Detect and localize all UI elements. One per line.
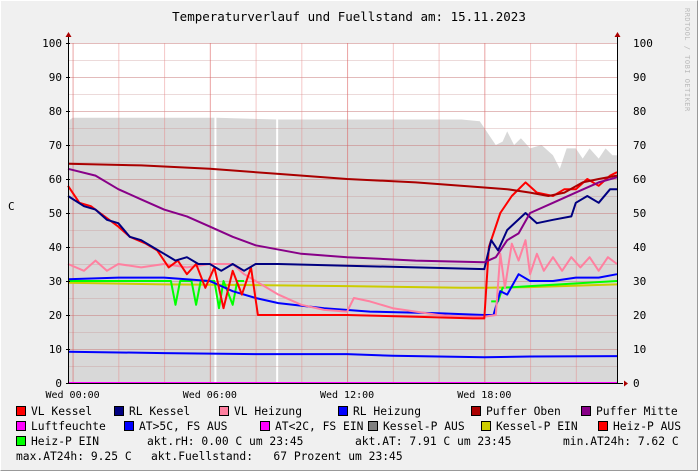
legend-item: Puffer Mitte (581, 404, 678, 419)
legend-swatch (471, 406, 481, 416)
y-tick-label-left: 20 (49, 309, 62, 322)
y-axis-arrow (614, 32, 621, 37)
legend-item: Luftfeuchte (16, 419, 106, 434)
y-tick-label-right: 10 (633, 343, 646, 356)
plot-area: 0 0 10 10 20 20 30 30 40 40 50 50 60 60 70 70 80 80 90 90 10… (42, 32, 653, 400)
y-tick-label-right: 60 (633, 173, 646, 186)
legend: VL Kessel RL Kessel VL Heizung RL Heizung Pu… (16, 404, 696, 464)
series-vl-heizung (67, 239, 618, 318)
y-tick-label-right: 20 (633, 309, 646, 322)
x-tick-label: Wed 06:00 (183, 390, 237, 400)
legend-item: Puffer Oben (471, 404, 561, 419)
y-tick-label-right: 90 (633, 71, 646, 84)
legend-label: Kessel-P EIN (496, 420, 578, 433)
x-tick-label: Wed 18:00 (457, 390, 511, 400)
chart-title: Temperaturverlauf und Fuellstand am: 15.… (172, 9, 526, 24)
legend-item: Kessel-P AUS (368, 419, 465, 434)
watermark: RRDTOOL / TOBI OETIKER (683, 8, 691, 112)
legend-label: AT>5C, FS AUS (139, 420, 228, 433)
legend-item: AT<2C, FS EIN (260, 419, 363, 434)
legend-label: Puffer Oben (486, 405, 561, 418)
series-at-5c-fs-aus (67, 350, 618, 359)
y-axis-label: C (8, 200, 15, 213)
legend-item: RL Heizung (338, 404, 421, 419)
y-tick-label-right: 100 (633, 37, 653, 50)
y-tick-label-left: 40 (49, 241, 62, 254)
y-tick-label-right: 70 (633, 139, 646, 152)
x-tick-label: Wed 00:00 (45, 390, 99, 400)
legend-label: VL Heizung (234, 405, 303, 418)
series-puffer-oben (67, 162, 618, 197)
y-tick-label-left: 10 (49, 343, 62, 356)
series-puffer-mitte (67, 167, 618, 264)
legend-swatch (581, 406, 591, 416)
legend-item: VL Heizung (219, 404, 302, 419)
akt-at: akt.AT: 7.91 C um 23:45 (355, 435, 512, 448)
min-at: min.AT24h: 7.62 C (563, 435, 679, 448)
legend-row: max.AT24h: 9.25 C akt.Fuellstand: 67 Proz… (16, 449, 696, 464)
akt-fuellstand: akt.Fuellstand: 67 Prozent um 23:45 (151, 450, 403, 463)
x-tick-label: Wed 12:00 (320, 390, 374, 400)
legend-label: Kessel-P AUS (383, 420, 465, 433)
legend-swatch (16, 421, 26, 431)
legend-label: Heiz-P EIN (31, 435, 100, 448)
y-tick-label-right: 40 (633, 241, 646, 254)
legend-label: RL Heizung (353, 405, 422, 418)
legend-label: Luftfeuchte (31, 420, 106, 433)
legend-row: VL Kessel RL Kessel VL Heizung RL Heizung Pu… (16, 404, 696, 419)
y-tick-label-left: 80 (49, 105, 62, 118)
legend-swatch (114, 406, 124, 416)
legend-swatch (16, 436, 26, 446)
legend-label: Puffer Mitte (596, 405, 678, 418)
y-tick-label-right: 80 (633, 105, 646, 118)
legend-label: RL Kessel (129, 405, 191, 418)
legend-swatch (481, 421, 491, 431)
legend-item: VL Kessel (16, 404, 92, 419)
y-tick-label-left: 50 (49, 207, 62, 220)
legend-swatch (219, 406, 229, 416)
y-tick-label-left: 100 (42, 37, 62, 50)
y-tick-label-left: 90 (49, 71, 62, 84)
y-tick-label-right: 0 (633, 377, 640, 390)
y-tick-label-left: 0 (55, 377, 62, 390)
y-tick-label-left: 60 (49, 173, 62, 186)
fuellstand-area (68, 117, 617, 384)
y-tick-label-right: 50 (633, 207, 646, 220)
legend-item: RL Kessel (114, 404, 190, 419)
legend-swatch (338, 406, 348, 416)
legend-item: Heiz-P AUS (598, 419, 681, 434)
legend-swatch (260, 421, 270, 431)
legend-swatch (368, 421, 378, 431)
legend-item: Kessel-P EIN (481, 419, 578, 434)
y-tick-label-left: 30 (49, 275, 62, 288)
legend-label: Heiz-P AUS (613, 420, 682, 433)
y-axis-arrow (65, 32, 72, 37)
akt-rh: akt.rH: 0.00 C um 23:45 (147, 435, 304, 448)
legend-row: Heiz-P EIN akt.rH: 0.00 C um 23:45 akt.AT:… (16, 434, 696, 449)
legend-swatch (598, 421, 608, 431)
y-tick-label-left: 70 (49, 139, 62, 152)
max-at: max.AT24h: 9.25 C (16, 450, 132, 463)
legend-swatch (16, 406, 26, 416)
x-axis-arrow (624, 380, 628, 387)
legend-item: Heiz-P EIN (16, 434, 99, 449)
series-rl-heizung (67, 273, 618, 316)
legend-label: AT<2C, FS EIN (275, 420, 364, 433)
legend-swatch (124, 421, 134, 431)
series-rl-kessel (67, 188, 617, 272)
y-tick-label-right: 30 (633, 275, 646, 288)
legend-label: VL Kessel (31, 405, 93, 418)
legend-item: AT>5C, FS AUS (124, 419, 227, 434)
legend-row: Luftfeuchte AT>5C, FS AUS AT<2C, FS EIN Kes… (16, 419, 696, 434)
